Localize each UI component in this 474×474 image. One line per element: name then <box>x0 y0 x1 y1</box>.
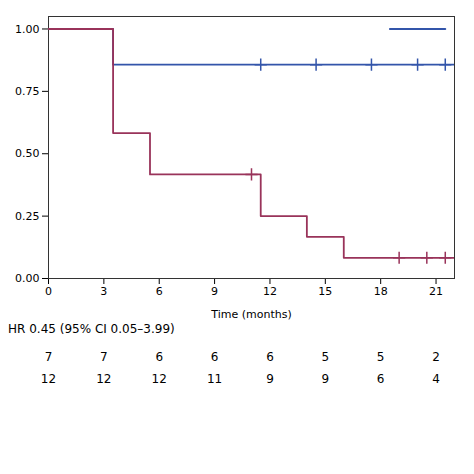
svg-text:0.50: 0.50 <box>15 147 40 160</box>
svg-text:6: 6 <box>156 285 163 298</box>
html-text:HR 0.45 (95% CI 0.05–3.99): HR 0.45 (95% CI 0.05–3.99) <box>8 322 175 336</box>
svg-text:0: 0 <box>45 285 52 298</box>
svg-text:7: 7 <box>100 350 108 364</box>
svg-text:6: 6 <box>211 350 219 364</box>
svg-text:9: 9 <box>321 372 329 386</box>
svg-text:1.00: 1.00 <box>15 22 40 35</box>
svg-text:11: 11 <box>207 372 222 386</box>
svg-text:12: 12 <box>41 372 56 386</box>
svg-text:Time (months): Time (months) <box>210 308 291 321</box>
svg-text:21: 21 <box>429 285 443 298</box>
svg-text:18: 18 <box>374 285 388 298</box>
svg-text:12: 12 <box>152 372 167 386</box>
svg-text:0.00: 0.00 <box>15 272 40 285</box>
svg-text:5: 5 <box>321 350 329 364</box>
svg-text:0.25: 0.25 <box>15 210 40 223</box>
svg-text:4: 4 <box>432 372 440 386</box>
svg-text:12: 12 <box>96 372 111 386</box>
svg-text:12: 12 <box>263 285 277 298</box>
svg-text:6: 6 <box>266 350 274 364</box>
svg-text:0.75: 0.75 <box>15 85 40 98</box>
svg-text:5: 5 <box>377 350 385 364</box>
svg-text:9: 9 <box>211 285 218 298</box>
svg-text:6: 6 <box>155 350 163 364</box>
svg-text:7: 7 <box>45 350 53 364</box>
svg-text:15: 15 <box>318 285 332 298</box>
svg-text:6: 6 <box>377 372 385 386</box>
svg-text:3: 3 <box>100 285 107 298</box>
svg-text:2: 2 <box>432 350 440 364</box>
svg-text:9: 9 <box>266 372 274 386</box>
